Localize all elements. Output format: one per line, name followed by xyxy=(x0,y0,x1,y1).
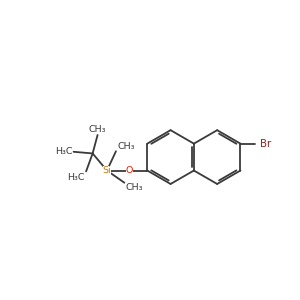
Text: O: O xyxy=(126,166,133,175)
Text: H₃C: H₃C xyxy=(55,147,73,156)
Text: Si: Si xyxy=(103,166,111,175)
Text: CH₃: CH₃ xyxy=(117,142,135,151)
Text: CH₃: CH₃ xyxy=(89,125,106,134)
Text: H₃C: H₃C xyxy=(68,172,85,182)
Text: CH₃: CH₃ xyxy=(126,183,143,192)
Text: Br: Br xyxy=(260,139,271,148)
